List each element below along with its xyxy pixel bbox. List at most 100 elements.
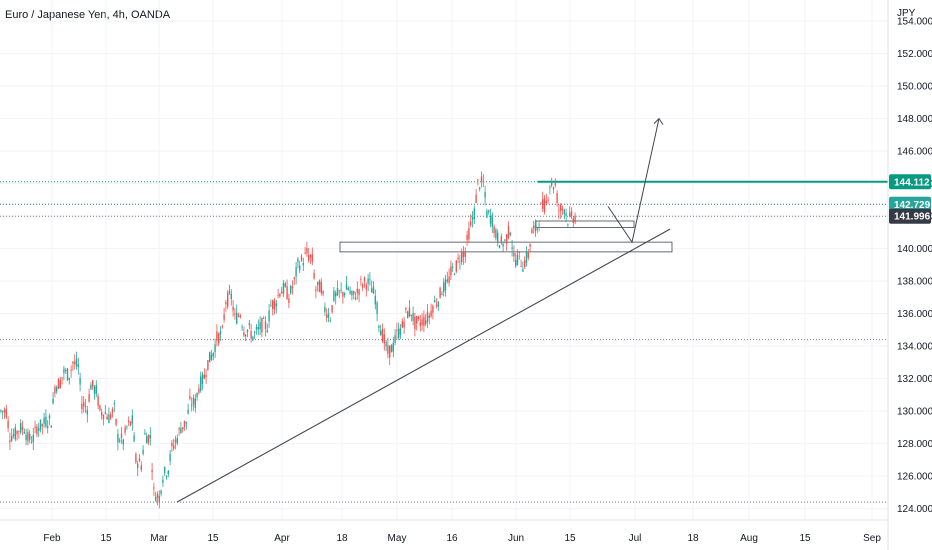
- candle-body: [144, 433, 146, 435]
- price-tag: [889, 174, 931, 190]
- price-tick-label: 150.000: [897, 82, 932, 93]
- candle-body: [153, 487, 155, 489]
- projection-arrow: [607, 117, 664, 244]
- candle-body: [167, 470, 169, 474]
- candle-body: [520, 266, 522, 267]
- candle-body: [327, 313, 330, 318]
- candle-body: [140, 465, 142, 470]
- candle-body: [412, 313, 414, 321]
- candle-body: [252, 336, 254, 341]
- candle-body: [378, 325, 380, 329]
- price-tick-label: 132.000: [897, 374, 932, 385]
- candle-body: [128, 420, 130, 422]
- candle-body: [371, 288, 373, 293]
- candle-body: [38, 428, 40, 431]
- candle-body: [48, 415, 51, 419]
- candle-body: [473, 208, 475, 219]
- candle-body: [246, 329, 249, 333]
- price-tag: [889, 208, 931, 224]
- candle-body: [347, 287, 349, 290]
- candle-body: [477, 179, 479, 181]
- candle-body: [299, 265, 301, 271]
- candle-body: [441, 293, 443, 295]
- candle-body: [491, 214, 493, 227]
- candle-body: [484, 191, 486, 198]
- candle-body: [569, 212, 571, 216]
- candle-body: [399, 328, 402, 335]
- candle-body: [133, 435, 135, 442]
- candle-body: [518, 251, 520, 253]
- candle-body: [435, 304, 438, 307]
- candle-body: [410, 314, 412, 316]
- candle-body: [482, 181, 484, 183]
- candle-body: [448, 276, 450, 283]
- time-tick-label: 16: [446, 533, 458, 544]
- candle-body: [565, 213, 567, 216]
- candle-body: [178, 428, 180, 430]
- candle-body: [142, 449, 144, 454]
- candle-body: [497, 232, 499, 244]
- candle-body: [191, 404, 193, 406]
- candle-body: [187, 409, 189, 414]
- candle-body: [417, 316, 420, 320]
- candle-body: [387, 345, 389, 354]
- price-tick-label: 126.000: [897, 472, 932, 483]
- candle-body: [165, 476, 168, 478]
- candle-body: [567, 224, 569, 226]
- candle-body: [446, 279, 448, 282]
- candle-body: [65, 369, 67, 372]
- candle-body: [304, 252, 306, 254]
- candle-body: [248, 323, 250, 325]
- candle-body: [203, 375, 205, 379]
- candle-body: [531, 229, 533, 234]
- candle-body: [155, 496, 157, 502]
- time-axis: Feb 15 Mar 15 Apr 18 May 16 Jun 15 Jul 18 Aug 15 Sep: [0, 519, 888, 544]
- candle-body: [439, 287, 441, 298]
- candle-body: [7, 420, 9, 429]
- candle-body: [70, 369, 72, 371]
- candle-body: [380, 330, 382, 336]
- candle-body: [383, 334, 385, 344]
- candle-body: [52, 398, 54, 404]
- candle-body: [234, 313, 236, 315]
- price-tick-label: 138.000: [897, 277, 932, 288]
- candle-body: [29, 433, 31, 440]
- candle-body: [200, 376, 202, 391]
- time-tick-label: Apr: [274, 533, 290, 544]
- candle-body: [232, 306, 234, 311]
- candle-body: [93, 386, 96, 394]
- candle-body: [173, 445, 175, 449]
- candle-body: [205, 375, 207, 377]
- candle-body: [390, 345, 393, 353]
- time-tick-label: 15: [799, 533, 811, 544]
- candle-body: [212, 353, 214, 357]
- candle-body: [273, 299, 276, 310]
- candle-body: [216, 331, 218, 341]
- price-tick-label: 130.000: [897, 407, 932, 418]
- candle-body: [437, 301, 439, 307]
- candle-body: [245, 334, 247, 337]
- candle-body: [547, 199, 549, 201]
- candle-body: [196, 392, 198, 398]
- candle-body: [270, 304, 272, 306]
- candle-body: [351, 290, 353, 296]
- candle-body: [68, 377, 70, 380]
- candle-body: [511, 247, 513, 249]
- candle-body: [434, 300, 436, 303]
- grid: [0, 0, 888, 520]
- candle-body: [9, 440, 11, 443]
- candle-body: [369, 278, 371, 280]
- candle-body: [423, 316, 425, 326]
- candle-body: [221, 326, 223, 328]
- candle-body: [504, 239, 506, 241]
- candle-body: [524, 260, 526, 267]
- candle-body: [88, 394, 90, 402]
- candle-body: [556, 193, 558, 203]
- candle-body: [59, 380, 61, 388]
- candle-body: [540, 202, 542, 204]
- candle-body: [506, 234, 508, 244]
- candle-body: [475, 194, 477, 204]
